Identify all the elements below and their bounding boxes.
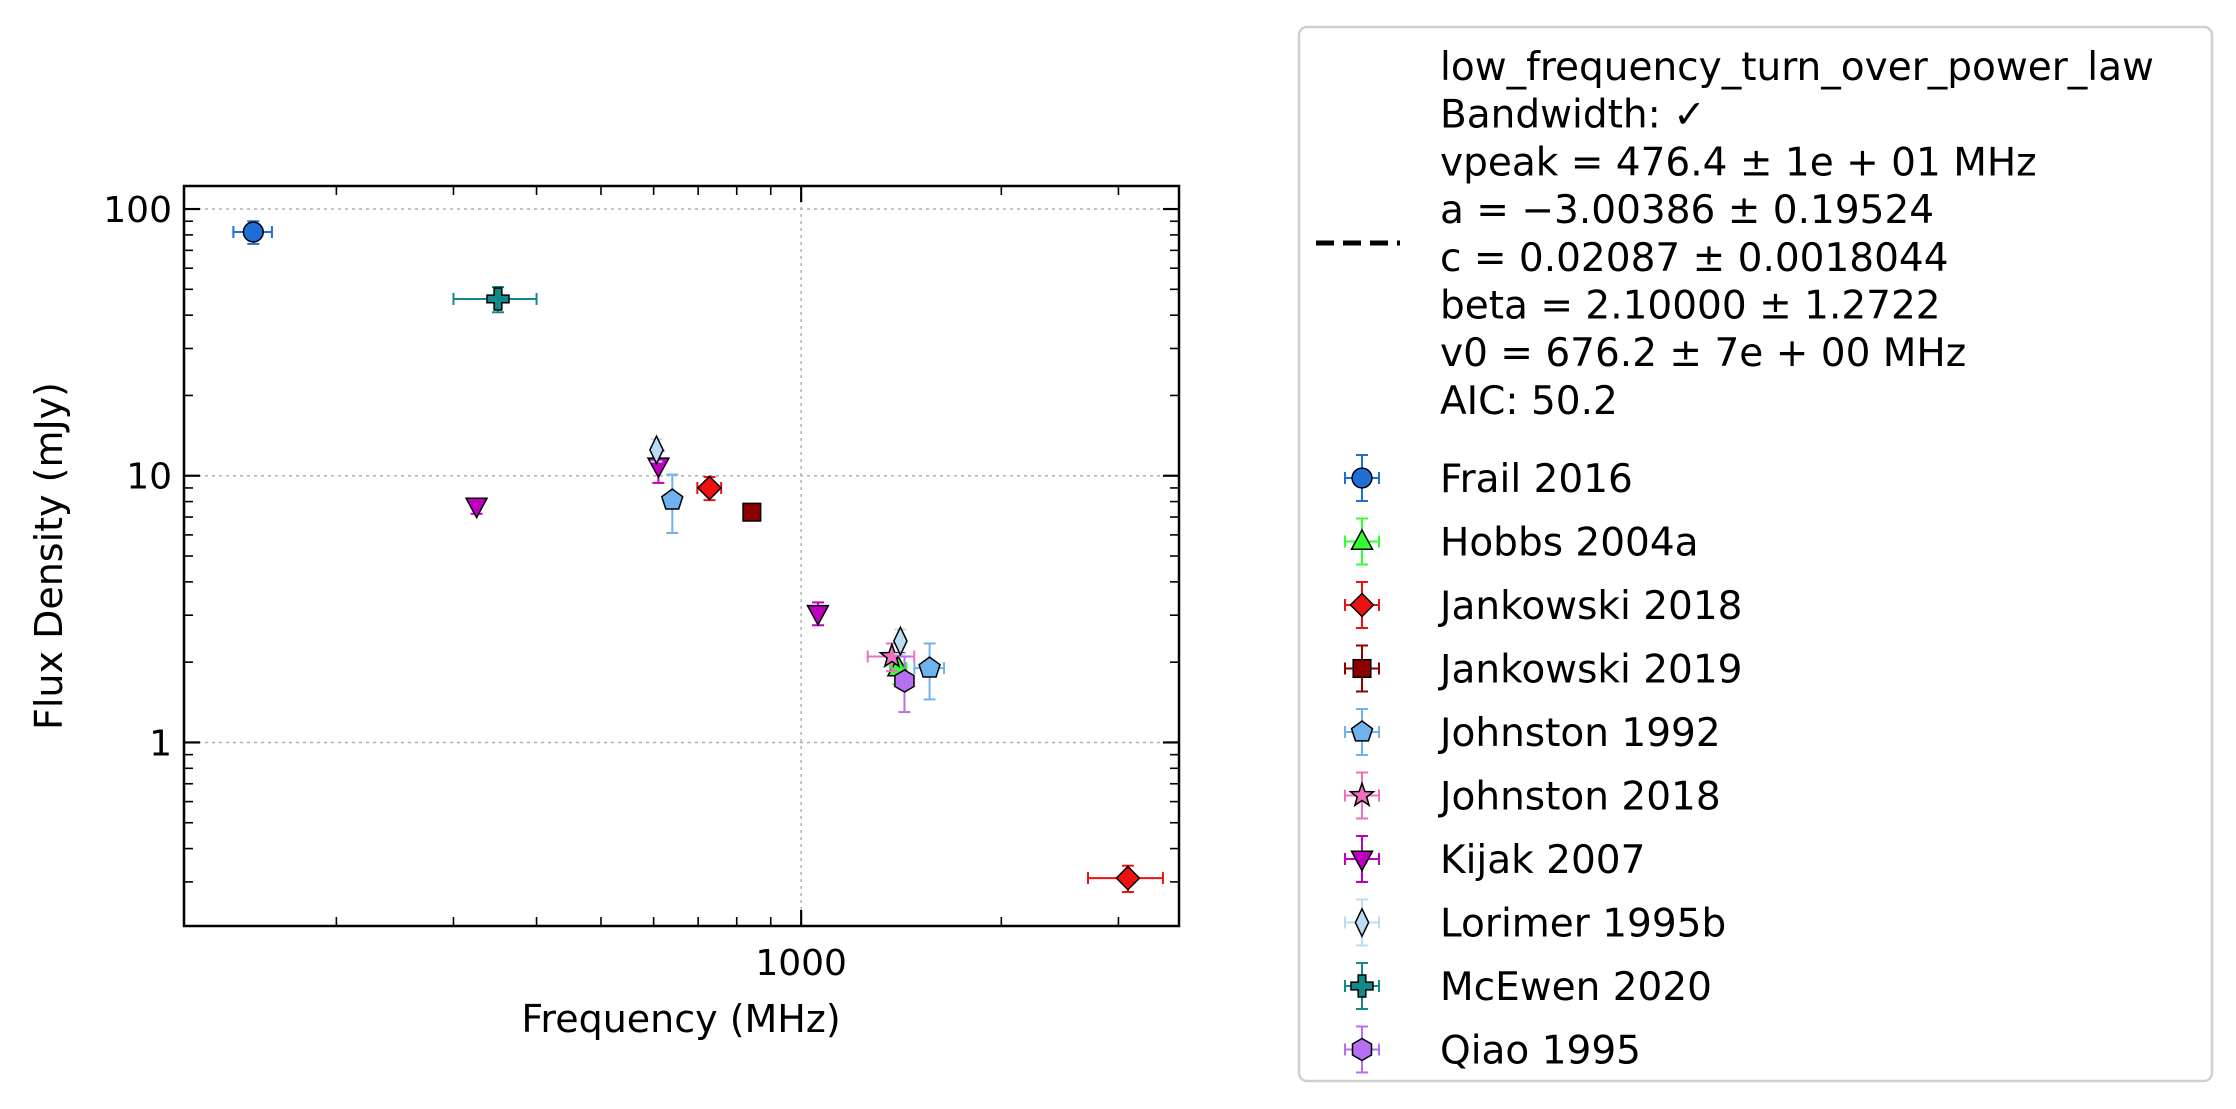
series-johnston-1992: [660, 473, 946, 701]
legend-entry-lorimer-1995b: Lorimer 1995b: [1344, 898, 1726, 947]
x-axis-label: Frequency (MHz): [521, 997, 840, 1041]
legend-entry-qiao-1995: Qiao 1995: [1344, 1025, 1641, 1074]
legend-model-line-0: low_frequency_turn_over_power_law: [1440, 45, 2154, 90]
axis-tick-labels: 1000 1 10 100: [103, 190, 847, 984]
point-jankowski-2018: [1115, 865, 1141, 891]
series-kijak-2007: [464, 449, 830, 627]
y-tick-label: 10: [126, 457, 172, 498]
legend-marker-johnston-1992: [1350, 720, 1374, 742]
series-qiao-1995: [894, 655, 915, 714]
legend-model-line-4: c = 0.02087 ± 0.0018044: [1440, 236, 1949, 281]
legend-marker-mcewen-2020: [1350, 974, 1374, 998]
legend-model-line-7: AIC: 50.2: [1440, 379, 1618, 424]
legend: low_frequency_turn_over_power_lawBandwid…: [1297, 25, 2214, 1083]
axis-ticks: [184, 186, 1179, 926]
legend-marker-jankowski-2019: [1352, 658, 1372, 679]
legend-label-johnston-1992: Johnston 1992: [1437, 711, 1721, 756]
point-jankowski-2019: [742, 502, 762, 522]
legend-label-mcewen-2020: McEwen 2020: [1440, 965, 1712, 1010]
legend-label-lorimer-1995b: Lorimer 1995b: [1440, 902, 1726, 947]
legend-entry-jankowski-2019: Jankowski 2019: [1344, 644, 1742, 693]
series-jankowski-2018: [696, 475, 1164, 893]
legend-model-line-1: Bandwidth: ✓: [1440, 93, 1706, 138]
series-johnston-2018: [866, 642, 916, 673]
legend-entry-jankowski-2018: Jankowski 2018: [1344, 581, 1742, 629]
point-kijak-2007: [806, 604, 830, 627]
legend-marker-kijak-2007: [1350, 850, 1374, 873]
legend-marker-lorimer-1995b: [1354, 907, 1370, 939]
point-jankowski-2018: [696, 475, 723, 501]
legend-entry-kijak-2007: Kijak 2007: [1344, 835, 1645, 883]
data-points-layer: [232, 220, 1164, 893]
plot-frame: [182, 184, 1181, 928]
legend-entry-hobbs-2004a: Hobbs 2004a: [1344, 517, 1699, 566]
legend-marker-hobbs-2004a: [1350, 528, 1374, 550]
x-tick-label: 1000: [755, 943, 847, 984]
gridlines: [184, 186, 1179, 926]
series-frail-2016: [232, 220, 273, 245]
point-lorimer-1995b: [649, 434, 664, 466]
legend-entry-mcewen-2020: McEwen 2020: [1344, 962, 1712, 1010]
legend-marker-johnston-2018: [1348, 781, 1376, 808]
point-mcewen-2020: [486, 287, 510, 311]
legend-marker-frail-2016: [1351, 467, 1373, 489]
y-tick-label: 100: [103, 190, 172, 231]
legend-model-line-6: v0 = 676.2 ± 7e + 00 MHz: [1440, 331, 1966, 376]
legend-label-frail-2016: Frail 2016: [1440, 457, 1633, 502]
legend-label-jankowski-2018: Jankowski 2018: [1437, 584, 1742, 629]
legend-marker-jankowski-2018: [1349, 592, 1375, 618]
series-lorimer-1995b: [649, 434, 908, 657]
legend-label-kijak-2007: Kijak 2007: [1440, 838, 1645, 883]
point-kijak-2007: [464, 497, 489, 520]
legend-model-line-2: vpeak = 476.4 ± 1e + 01 MHz: [1440, 140, 2037, 185]
y-axis-label: Flux Density (mJy): [27, 382, 71, 730]
series-mcewen-2020: [452, 286, 538, 314]
legend-label-johnston-2018: Johnston 2018: [1437, 775, 1721, 820]
point-lorimer-1995b: [892, 625, 908, 657]
legend-model-line-5: beta = 2.10000 ± 1.2722: [1440, 284, 1941, 329]
legend-marker-qiao-1995: [1351, 1037, 1373, 1062]
series-jankowski-2019: [742, 502, 762, 522]
legend-label-hobbs-2004a: Hobbs 2004a: [1440, 521, 1699, 566]
point-johnston-1992: [918, 656, 941, 678]
point-qiao-1995: [894, 669, 915, 693]
legend-entry-frail-2016: Frail 2016: [1344, 454, 1633, 502]
point-frail-2016: [242, 221, 264, 243]
y-tick-label: 1: [149, 723, 172, 764]
legend-label-qiao-1995: Qiao 1995: [1440, 1029, 1641, 1074]
point-johnston-1992: [660, 488, 684, 510]
legend-entry-johnston-1992: Johnston 1992: [1344, 708, 1721, 756]
legend-frame: [1297, 25, 2214, 1083]
legend-model-line-3: a = −3.00386 ± 0.19524: [1440, 188, 1934, 233]
legend-entry-johnston-2018: Johnston 2018: [1344, 771, 1721, 820]
legend-label-jankowski-2019: Jankowski 2019: [1437, 648, 1742, 693]
